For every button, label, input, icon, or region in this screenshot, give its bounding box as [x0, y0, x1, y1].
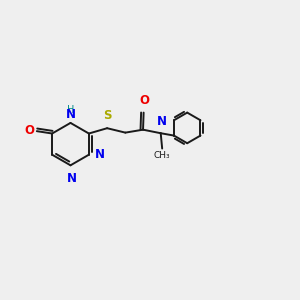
Text: N: N [157, 115, 167, 128]
Text: CH₃: CH₃ [154, 151, 170, 160]
Text: N: N [67, 172, 77, 185]
Text: O: O [139, 94, 149, 107]
Text: S: S [103, 109, 112, 122]
Text: N: N [95, 148, 105, 160]
Text: N: N [65, 108, 76, 122]
Text: O: O [25, 124, 34, 137]
Text: H: H [67, 105, 74, 115]
